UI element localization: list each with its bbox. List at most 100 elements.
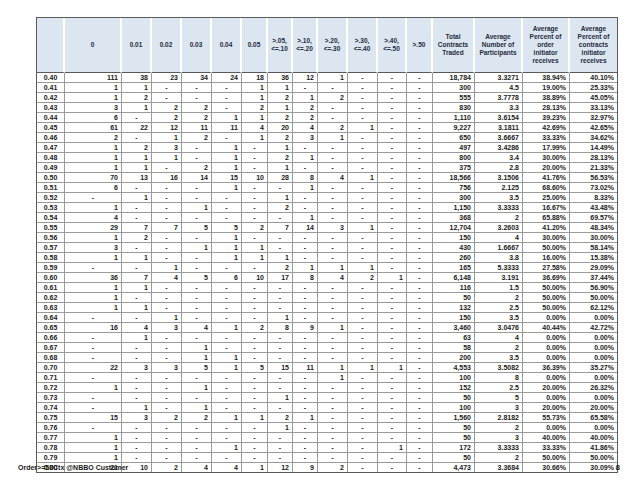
cell: 1.6667 [475,243,523,253]
cell: 2 [475,423,523,433]
table-row: 0.76------1-----5020.00%0.00% [37,423,617,433]
cell: - [378,433,407,443]
cell: 1 [152,153,182,163]
cell: - [152,303,182,313]
row-label: 0.57 [37,243,65,253]
cell: - [378,353,407,363]
cell: 1 [268,313,293,323]
cell: 50.00% [523,243,570,253]
cell: 50.00% [523,283,570,293]
cell: 1 [268,143,293,153]
cell: 34.62% [570,133,617,143]
cell: - [348,403,378,413]
cell: - [212,283,242,293]
cell: 18,784 [433,73,475,83]
cell: 8 [293,273,318,283]
cell: - [318,233,348,243]
cell: 0.00% [523,353,570,363]
cell: - [407,373,433,383]
cell: 0.00% [570,393,617,403]
cell: - [407,443,433,453]
cell: - [152,243,182,253]
cell: 58 [433,343,475,353]
cell: - [182,423,212,433]
cell: 69.57% [570,213,617,223]
cell: - [182,253,212,263]
cell: 45.05% [570,93,617,103]
cell: 7 [122,223,152,233]
cell: 111 [65,73,122,83]
cell: 1 [182,343,212,353]
cell: 1 [212,323,242,333]
cell: - [348,83,378,93]
cell: 41.86% [570,443,617,453]
cell: 38.89% [523,93,570,103]
cell: - [348,333,378,343]
row-label: 0.77 [37,433,65,443]
cell: - [65,373,122,383]
table-row: 0.516---1--1----7562.12568.60%73.02% [37,183,617,193]
table-row: 0.6111----------1161.550.00%56.90% [37,283,617,293]
cell: - [378,373,407,383]
cell: - [348,413,378,423]
cell: 3.0476 [475,323,523,333]
cell: 38 [122,73,152,83]
cell: 2.125 [475,183,523,193]
row-label: 0.60 [37,273,65,283]
cell: - [212,103,242,113]
cell: 3 [152,143,182,153]
cell: 1 [122,103,152,113]
cell: 29 [65,223,122,233]
cell: 165 [433,263,475,273]
cell: - [152,163,182,173]
cell: 3.5 [475,353,523,363]
cell: - [242,393,268,403]
cell: 1 [65,283,122,293]
cell: 1 [268,423,293,433]
cell: 1 [65,203,122,213]
cell: 3.6667 [475,133,523,143]
cell: 6,148 [433,273,475,283]
cell: 62.12% [570,303,617,313]
cell: - [293,373,318,383]
cell: 2 [152,413,182,423]
table-row: 0.573--111------4301.666750.00%58.14% [37,243,617,253]
cell: 50 [433,293,475,303]
cell: 27.58% [523,263,570,273]
cell: 1 [293,93,318,103]
header-row: 00.010.020.030.040.05>.05, <=.10>.10, <=… [37,18,617,73]
table-row: 0.48111-1-21----8003.430.00%28.13% [37,153,617,163]
cell: - [182,83,212,93]
column-header: Average Percent of order initiator recei… [523,18,570,73]
cell: - [407,183,433,193]
cell: - [378,313,407,323]
cell: 2 [242,223,268,233]
cell: 1,110 [433,113,475,123]
cell: - [152,253,182,263]
cell: 9,227 [433,123,475,133]
cell: - [378,213,407,223]
cell: - [293,393,318,403]
cell: 2 [122,233,152,243]
cell: - [268,403,293,413]
table-row: 0.5070131614151028841--18,5663.150641.76… [37,173,617,183]
cell: - [268,433,293,443]
cell: - [293,313,318,323]
cell: - [318,423,348,433]
table-row: 0.64--1---1-----1503.50.00%0.00% [37,313,617,323]
cell: - [293,83,318,93]
cell: - [152,233,182,243]
cell: 5 [182,273,212,283]
cell: - [407,113,433,123]
cell: - [348,303,378,313]
cell: - [152,393,182,403]
cell: 1 [122,193,152,203]
cell: 20.00% [570,403,617,413]
cell: - [378,173,407,183]
cell: - [182,213,212,223]
cell: - [242,213,268,223]
table-row: 0.47123-1-1-----4973.428617.99%14.49% [37,143,617,153]
cell: - [65,423,122,433]
cell: 1 [65,303,122,313]
cell: 3,460 [433,323,475,333]
